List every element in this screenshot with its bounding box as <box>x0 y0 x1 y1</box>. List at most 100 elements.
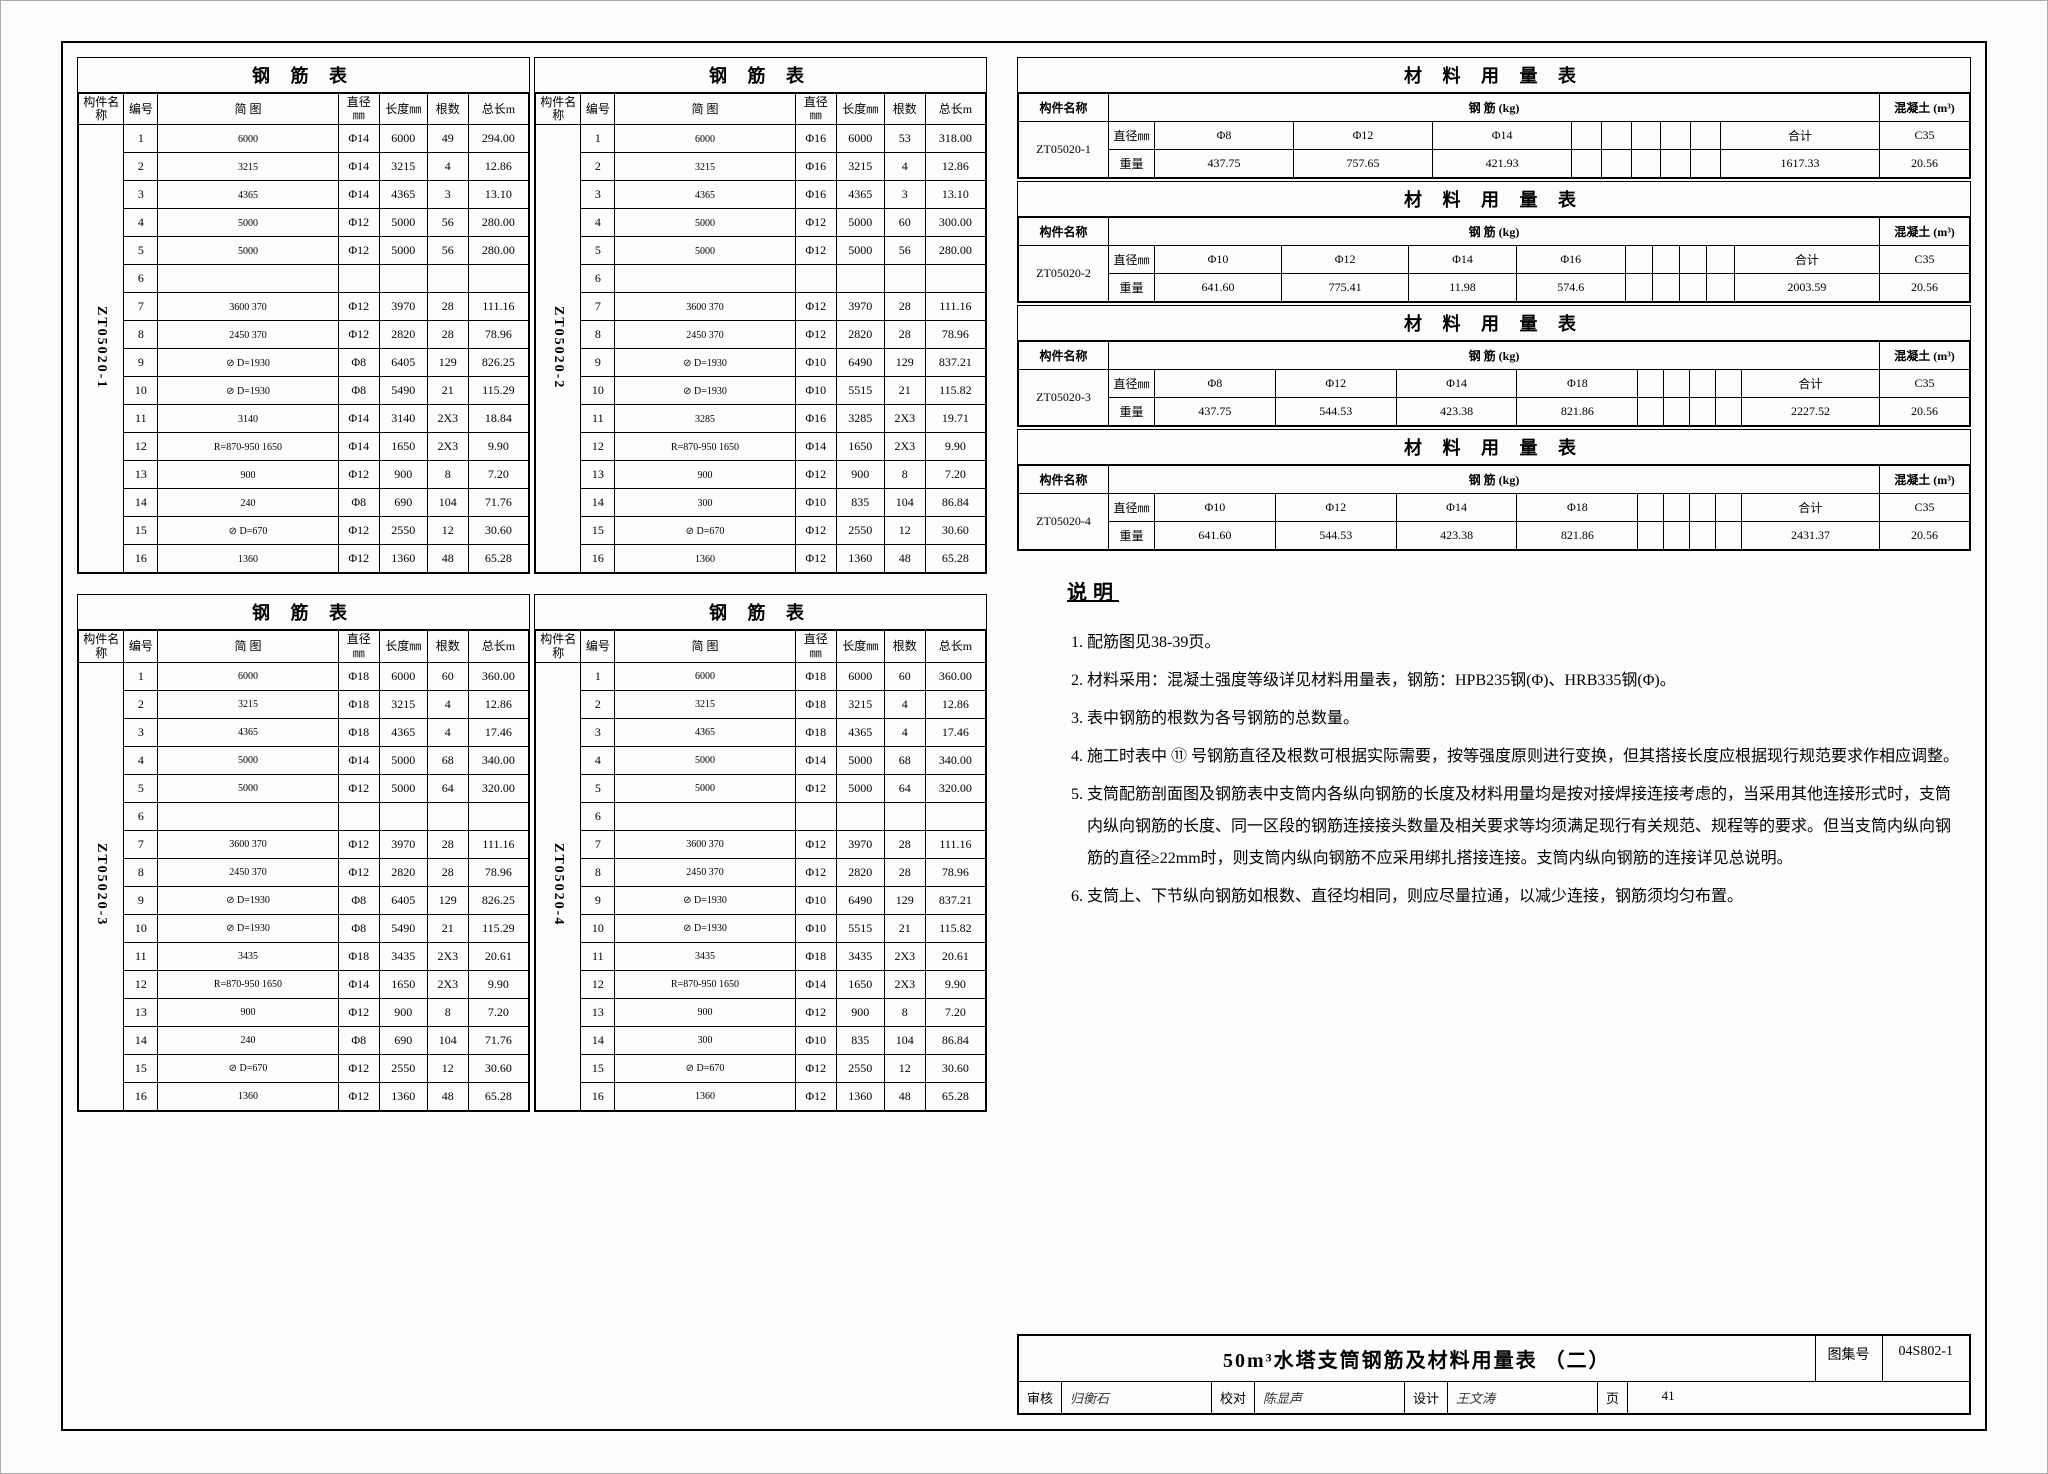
rebar-total: 320.00 <box>468 774 528 802</box>
rebar-total: 111.16 <box>468 293 528 321</box>
mat-wt: 421.93 <box>1433 150 1572 178</box>
rebar-num: 6 <box>581 802 615 830</box>
rebar-dia: Φ12 <box>338 461 379 489</box>
rebar-len: 1650 <box>836 433 884 461</box>
rebar-total: 318.00 <box>925 125 985 153</box>
hdr-rebar-kg: 钢 筋 (kg) <box>1109 466 1880 494</box>
material-title: 材 料 用 量 表 <box>1018 306 1970 341</box>
concrete-vol: 20.56 <box>1880 522 1970 550</box>
hdr-rebar-kg: 钢 筋 (kg) <box>1109 342 1880 370</box>
rebar-dia: Φ12 <box>338 209 379 237</box>
rebar-len: 3970 <box>379 830 427 858</box>
rebar-num: 8 <box>124 858 158 886</box>
member-name: ZT05020-3 <box>94 843 109 926</box>
rebar-num: 10 <box>581 377 615 405</box>
hdr-num: 编号 <box>124 94 158 125</box>
sum-label: 合计 <box>1741 370 1879 398</box>
mat-header-row: 构件名称 钢 筋 (kg) 混凝土 (m³) <box>1019 342 1970 370</box>
drawing-title: 50m³水塔支筒钢筋及材料用量表 （二） <box>1019 1336 1815 1381</box>
mat-dia: Φ14 <box>1409 246 1517 274</box>
rebar-len: 6000 <box>836 662 884 690</box>
rebar-row: 13 900 Φ12 900 8 7.20 <box>79 998 529 1026</box>
rebar-dia: Φ12 <box>338 1054 379 1082</box>
mat-wt <box>1680 274 1707 302</box>
rebar-total: 78.96 <box>468 321 528 349</box>
rebar-len: 1360 <box>379 1082 427 1110</box>
concrete-grade: C35 <box>1880 122 1970 150</box>
rebar-qty: 129 <box>884 886 925 914</box>
rebar-row: 8 2450 370 Φ12 2820 28 78.96 <box>536 858 986 886</box>
rebar-len: 3215 <box>379 690 427 718</box>
design-label: 设计 <box>1405 1382 1448 1413</box>
rebar-len: 2550 <box>836 1054 884 1082</box>
hdr-diagram: 简 图 <box>158 94 339 125</box>
rebar-len: 3215 <box>379 153 427 181</box>
rebar-len <box>379 802 427 830</box>
rebar-dia: Φ10 <box>795 377 836 405</box>
rebar-diagram: 900 <box>615 998 796 1026</box>
rebar-len: 6405 <box>379 886 427 914</box>
mat-dia-row: ZT05020-1 直径㎜ Φ8Φ12Φ14 合计 C35 <box>1019 122 1970 150</box>
mat-wt: 437.75 <box>1155 398 1276 426</box>
rebar-len: 3970 <box>836 293 884 321</box>
hdr-member: 构件名称 <box>536 631 581 662</box>
rebar-qty: 2X3 <box>884 942 925 970</box>
hdr-member: 构件名称 <box>79 631 124 662</box>
rebar-num: 13 <box>124 998 158 1026</box>
rebar-num: 2 <box>581 690 615 718</box>
rebar-dia: Φ10 <box>795 1026 836 1054</box>
rebar-dia: Φ18 <box>338 690 379 718</box>
rebar-dia: Φ12 <box>338 237 379 265</box>
rebar-row: 9 ⊘ D=1930 Φ10 6490 129 837.21 <box>536 886 986 914</box>
mat-wt <box>1572 150 1602 178</box>
rebar-total: 78.96 <box>925 858 985 886</box>
rebar-row: 9 ⊘ D=1930 Φ10 6490 129 837.21 <box>536 349 986 377</box>
mat-dia <box>1664 370 1690 398</box>
rebar-header-row: 构件名称 编号 简 图 直径㎜ 长度㎜ 根数 总长m <box>79 94 529 125</box>
rebar-len: 690 <box>379 489 427 517</box>
rebar-len <box>836 265 884 293</box>
concrete-grade: C35 <box>1880 494 1970 522</box>
rebar-row: 2 3215 Φ16 3215 4 12.86 <box>536 153 986 181</box>
mat-dia <box>1715 370 1741 398</box>
rebar-header-row: 构件名称 编号 简 图 直径㎜ 长度㎜ 根数 总长m <box>536 631 986 662</box>
rebar-len: 2550 <box>836 517 884 545</box>
rebar-table: 钢 筋 表 构件名称 编号 简 图 直径㎜ 长度㎜ 根数 总长m ZT05020… <box>534 57 987 574</box>
rebar-dia: Φ12 <box>795 830 836 858</box>
rebar-dia: Φ14 <box>338 181 379 209</box>
rebar-total: 12.86 <box>468 153 528 181</box>
rebar-row: 6 <box>536 802 986 830</box>
rebar-dia: Φ12 <box>795 1082 836 1110</box>
rebar-total: 340.00 <box>468 746 528 774</box>
rebar-qty: 68 <box>884 746 925 774</box>
rebar-len: 6000 <box>836 125 884 153</box>
rebar-qty: 104 <box>884 489 925 517</box>
rebar-len: 2820 <box>379 321 427 349</box>
rebar-row: 11 3140 Φ14 3140 2X3 18.84 <box>79 405 529 433</box>
material-table: 材 料 用 量 表 构件名称 钢 筋 (kg) 混凝土 (m³) ZT05020… <box>1017 57 1971 179</box>
rebar-total <box>468 265 528 293</box>
code-label: 图集号 <box>1815 1336 1882 1381</box>
rebar-dia: Φ10 <box>795 349 836 377</box>
rebar-len: 1650 <box>836 970 884 998</box>
rebar-qty: 21 <box>427 914 468 942</box>
mat-member: ZT05020-1 <box>1019 122 1109 178</box>
rebar-qty: 60 <box>884 662 925 690</box>
mat-dia <box>1661 122 1691 150</box>
mat-wt: 544.53 <box>1275 522 1396 550</box>
rebar-total: 360.00 <box>468 662 528 690</box>
rebar-num: 1 <box>581 662 615 690</box>
mat-sum: 1617.33 <box>1721 150 1880 178</box>
rebar-diagram: 6000 <box>158 125 339 153</box>
hdr-diagram: 简 图 <box>158 631 339 662</box>
notes-section: 说明 配筋图见38-39页。材料采用：混凝土强度等级详见材料用量表，钢筋：HPB… <box>1017 553 1971 939</box>
rebar-qty: 21 <box>427 377 468 405</box>
rebar-len <box>836 802 884 830</box>
rebar-num: 11 <box>124 405 158 433</box>
rebar-total: 12.86 <box>925 153 985 181</box>
rebar-row: 4 5000 Φ14 5000 68 340.00 <box>79 746 529 774</box>
rebar-total: 30.60 <box>925 517 985 545</box>
rebar-num: 6 <box>124 265 158 293</box>
rebar-num: 11 <box>581 405 615 433</box>
rebar-row: 2 3215 Φ18 3215 4 12.86 <box>536 690 986 718</box>
